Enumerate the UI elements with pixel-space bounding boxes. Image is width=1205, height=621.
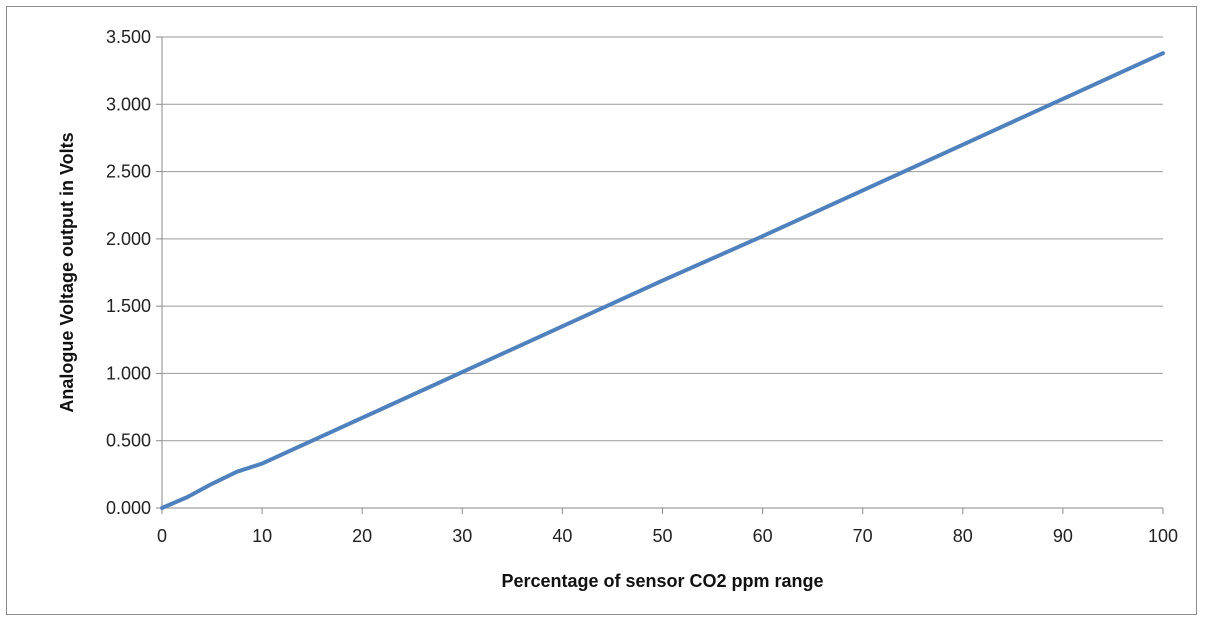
y-tick-label: 1.500: [106, 296, 151, 316]
y-axis-title: Analogue Voltage output in Volts: [57, 132, 77, 412]
y-tick-label: 2.500: [106, 162, 151, 182]
x-tick-label: 60: [753, 526, 773, 546]
x-tick-label: 100: [1148, 526, 1178, 546]
series-layer: [160, 51, 1165, 510]
y-tick-label: 3.500: [106, 27, 151, 47]
x-axis-ticks: 0 10 20 30 40 50 60 70 80 90 100: [157, 508, 1178, 546]
axes: [161, 37, 1163, 509]
x-tick-label: 0: [157, 526, 167, 546]
y-tick-label: 3.000: [106, 94, 151, 114]
x-tick-label: 40: [552, 526, 572, 546]
x-tick-label: 90: [1053, 526, 1073, 546]
x-tick-label: 20: [352, 526, 372, 546]
y-axis-ticks: 0.000 0.500 1.000 1.500 2.000 2.500 3.000 3.500: [106, 27, 162, 518]
y-tick-label: 2.000: [106, 229, 151, 249]
x-tick-label: 30: [452, 526, 472, 546]
x-tick-label: 70: [853, 526, 873, 546]
y-tick-label: 0.000: [106, 498, 151, 518]
x-tick-label: 50: [652, 526, 672, 546]
x-tick-label: 80: [953, 526, 973, 546]
y-tick-label: 1.000: [106, 363, 151, 383]
gridlines: [162, 36, 1163, 442]
y-tick-label: 0.500: [106, 431, 151, 451]
series-line-0: [160, 51, 1165, 510]
x-axis-title: Percentage of sensor CO2 ppm range: [501, 571, 823, 591]
x-tick-label: 10: [252, 526, 272, 546]
